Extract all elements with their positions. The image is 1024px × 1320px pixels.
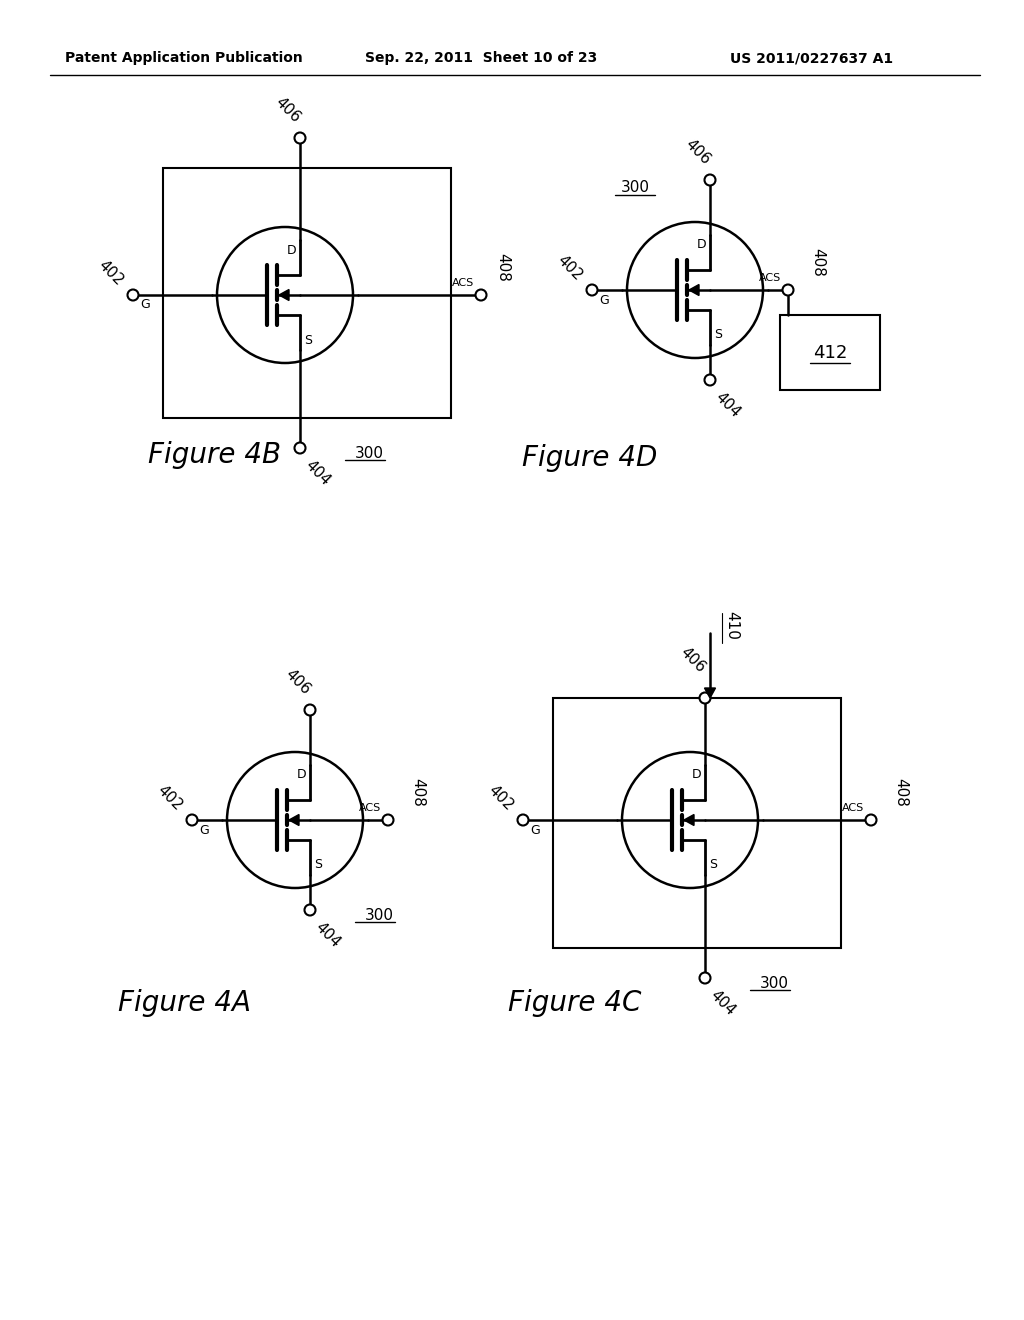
Text: D: D: [287, 243, 297, 256]
Polygon shape: [689, 285, 699, 296]
Circle shape: [517, 814, 528, 825]
Text: 404: 404: [302, 458, 334, 488]
Text: 300: 300: [760, 975, 790, 990]
Text: G: G: [599, 293, 609, 306]
Text: 402: 402: [485, 783, 516, 813]
Text: 408: 408: [411, 777, 426, 807]
Text: Figure 4B: Figure 4B: [148, 441, 281, 469]
Text: S: S: [314, 858, 322, 871]
Circle shape: [304, 904, 315, 916]
Text: 402: 402: [155, 783, 185, 813]
Text: Patent Application Publication: Patent Application Publication: [65, 51, 303, 65]
Bar: [163, 168, 451, 418]
Circle shape: [295, 442, 305, 454]
Polygon shape: [684, 814, 694, 825]
Text: D: D: [697, 239, 707, 252]
Text: 300: 300: [621, 181, 650, 195]
Text: 406: 406: [283, 667, 313, 697]
Circle shape: [699, 973, 711, 983]
Text: 402: 402: [95, 257, 127, 289]
Circle shape: [304, 705, 315, 715]
Text: 406: 406: [682, 136, 714, 168]
Text: 412: 412: [813, 343, 847, 362]
Text: Figure 4D: Figure 4D: [522, 444, 657, 473]
Circle shape: [383, 814, 393, 825]
Text: 404: 404: [708, 987, 738, 1019]
Text: S: S: [304, 334, 312, 346]
Circle shape: [295, 132, 305, 144]
Circle shape: [699, 693, 711, 704]
Bar: [553, 698, 841, 948]
Circle shape: [128, 289, 138, 301]
Text: S: S: [714, 329, 722, 342]
Text: G: G: [140, 298, 150, 312]
Text: ACS: ACS: [759, 273, 781, 282]
Text: Figure 4C: Figure 4C: [508, 989, 641, 1016]
Text: Figure 4A: Figure 4A: [118, 989, 251, 1016]
Text: US 2011/0227637 A1: US 2011/0227637 A1: [730, 51, 893, 65]
Text: S: S: [709, 858, 717, 871]
Text: Sep. 22, 2011  Sheet 10 of 23: Sep. 22, 2011 Sheet 10 of 23: [365, 51, 597, 65]
Text: 408: 408: [811, 248, 825, 276]
Text: 406: 406: [678, 644, 709, 676]
Text: ACS: ACS: [452, 279, 474, 288]
Polygon shape: [289, 814, 299, 825]
Text: D: D: [692, 768, 701, 781]
Text: ACS: ACS: [358, 803, 381, 813]
Bar: [780, 315, 880, 389]
Text: 406: 406: [272, 95, 303, 125]
Text: 410: 410: [725, 611, 739, 639]
Text: 300: 300: [355, 446, 384, 461]
Text: D: D: [297, 768, 307, 781]
Text: 404: 404: [312, 920, 343, 950]
Circle shape: [865, 814, 877, 825]
Text: 404: 404: [713, 389, 743, 421]
Text: 300: 300: [365, 908, 394, 923]
Text: ACS: ACS: [842, 803, 864, 813]
Text: G: G: [530, 824, 540, 837]
Text: G: G: [199, 824, 209, 837]
Circle shape: [186, 814, 198, 825]
Circle shape: [587, 285, 597, 296]
Circle shape: [705, 174, 716, 186]
Text: 408: 408: [894, 777, 908, 807]
Circle shape: [705, 375, 716, 385]
Circle shape: [475, 289, 486, 301]
Text: 402: 402: [554, 252, 586, 284]
Polygon shape: [705, 688, 716, 698]
Text: 408: 408: [496, 252, 511, 281]
Polygon shape: [279, 289, 289, 301]
Circle shape: [782, 285, 794, 296]
